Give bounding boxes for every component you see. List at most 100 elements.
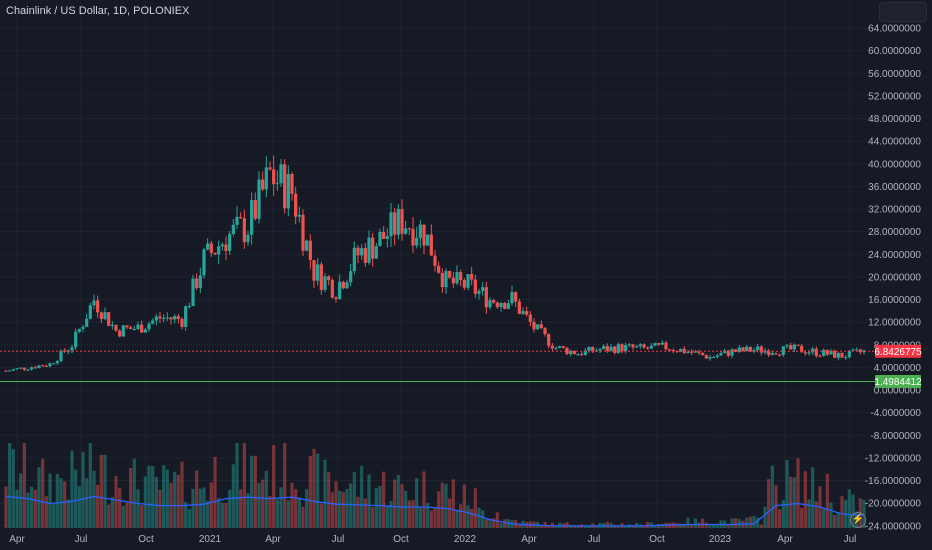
candle-body (378, 232, 382, 247)
candle-body (404, 228, 408, 234)
volume-bar (290, 482, 294, 528)
candle-body (231, 224, 235, 235)
candle-body (539, 324, 543, 329)
candle-body (825, 349, 829, 355)
candle-body (162, 317, 166, 319)
scale-settings-button[interactable] (879, 2, 927, 22)
price-tick-label: 52.0000000 (868, 91, 921, 102)
volume-bar (77, 486, 81, 528)
volume-bar (840, 496, 844, 528)
candle-body (198, 275, 202, 289)
volume-bar (767, 479, 771, 528)
candle-body (609, 346, 613, 351)
volume-bar (187, 509, 191, 528)
volume-bar (231, 464, 235, 528)
candle-body (778, 354, 782, 356)
volume-bar (503, 519, 507, 528)
candle-body (396, 208, 400, 235)
volume-bar (781, 500, 785, 528)
volume-bar (803, 471, 807, 528)
candle-body (624, 345, 628, 352)
volume-bar (257, 483, 261, 528)
volume-bar (319, 503, 323, 528)
volume-bar (176, 474, 180, 528)
volume-bar (151, 466, 155, 528)
volume-bar (154, 476, 158, 528)
volume-bar (345, 488, 349, 528)
price-tick-label: 44.0000000 (868, 137, 921, 148)
candle-body (484, 287, 488, 308)
volume-bar (239, 489, 243, 528)
candle-body (173, 316, 177, 320)
candle-body (275, 183, 279, 185)
volume-bar (191, 488, 195, 528)
candle-body (679, 348, 683, 352)
candle-body (297, 214, 301, 217)
candle-body (499, 302, 503, 308)
candle-body (697, 351, 701, 353)
price-tick-label: 36.0000000 (868, 182, 921, 193)
volume-bar (433, 507, 437, 528)
candle-body (411, 228, 415, 246)
volume-bar (451, 479, 455, 528)
volume-bar (37, 467, 41, 528)
volume-bar (774, 485, 778, 528)
volume-bar (246, 493, 250, 528)
volume-bar (836, 512, 840, 528)
volume-bar (30, 486, 34, 528)
volume-bar (752, 516, 756, 528)
volume-bar (250, 455, 254, 528)
candle-body (503, 302, 507, 309)
candle-body (847, 350, 851, 358)
volume-bar (833, 515, 837, 528)
candle-body (547, 334, 551, 346)
candle-body (686, 351, 690, 353)
price-axis[interactable]: 64.0000000 60.0000000 56.0000000 52.0000000… (865, 24, 922, 533)
volume-bar (129, 467, 133, 528)
candle-body (690, 351, 694, 353)
candle-body (176, 316, 180, 319)
candle-body (528, 314, 532, 322)
volume-bar (778, 509, 782, 528)
candle-body (785, 345, 789, 347)
price-tick-label: -8.0000000 (870, 431, 921, 442)
volume-bar (565, 522, 569, 528)
volume-bar (745, 517, 749, 528)
volume-bar (422, 471, 426, 528)
price-tick-label: 4.0000000 (874, 363, 922, 374)
volume-bar (770, 465, 774, 528)
candle-body (341, 281, 345, 289)
candle-body (506, 303, 510, 309)
candle-body (657, 343, 661, 345)
candle-body (521, 311, 525, 314)
time-tick-label: Apr (265, 534, 281, 545)
volume-bar (294, 489, 298, 528)
time-tick-label: Jul (75, 534, 88, 545)
candle-body (792, 344, 796, 350)
volume-bar (462, 484, 466, 528)
volume-bar (847, 489, 851, 528)
volume-bar (796, 458, 800, 528)
candle-body (26, 369, 30, 371)
volume-bar (132, 458, 136, 528)
candle-body (631, 344, 635, 348)
candle-body (114, 324, 118, 331)
time-tick-label: Oct (649, 534, 665, 545)
time-axis[interactable]: Apr Jul Oct 2021 Apr Jul Oct 2022 Apr Jul Oct 2023 A… (9, 534, 856, 545)
time-tick-label: Apr (521, 534, 537, 545)
candle-body (242, 218, 246, 243)
candle-body (118, 330, 122, 337)
candle-body (616, 344, 620, 353)
volume-bar (143, 476, 147, 528)
volume-bar (715, 523, 719, 528)
volume-bar (825, 473, 829, 528)
volume-bar (220, 502, 224, 528)
candle-body (371, 237, 375, 259)
candle-body (833, 350, 837, 358)
candle-body (558, 346, 562, 348)
bolt-icon[interactable]: ⚡ (850, 512, 866, 528)
candle-body (140, 324, 144, 333)
volume-bar (268, 495, 272, 528)
candle-body (510, 292, 514, 304)
